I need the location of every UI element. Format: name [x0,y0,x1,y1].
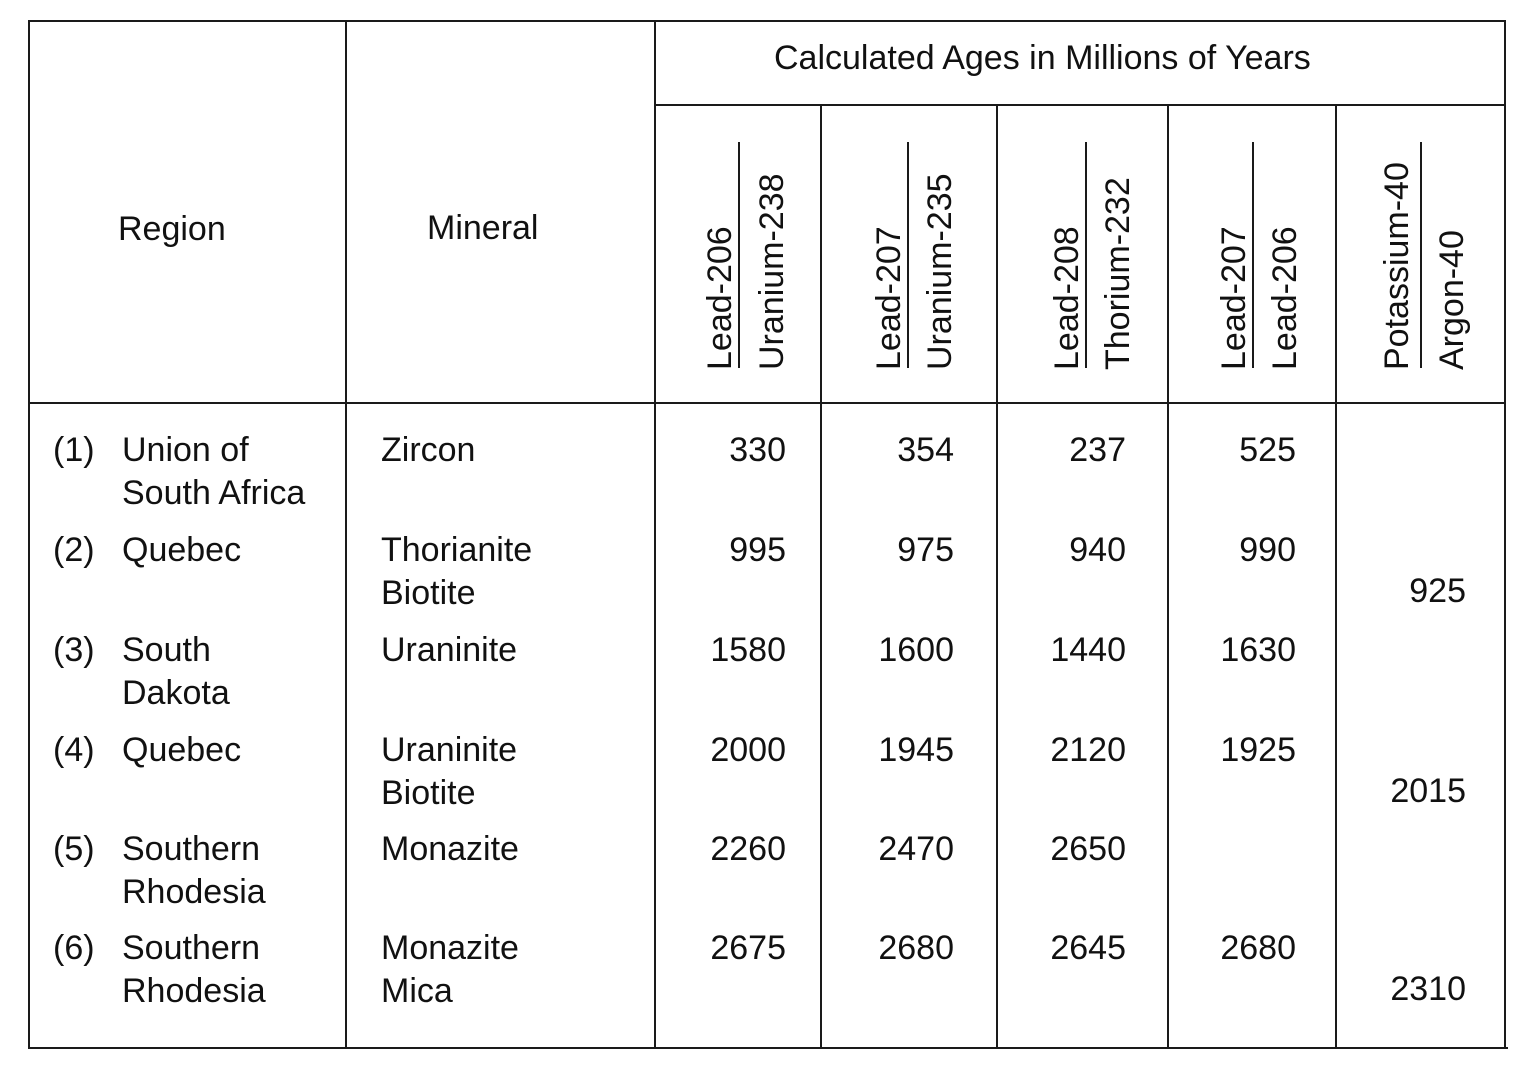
ratio-denominator: Argon-40 [1433,230,1471,370]
ratio-numerator: Lead-207 [870,226,908,370]
mineral-cell: Zircon [381,431,476,469]
ratio-numerator: Lead-207 [1215,226,1253,370]
mineral-header: Mineral [427,209,539,247]
row-index: (4) [53,731,95,769]
mineral-cell: Uraninite [381,631,518,669]
ratio-numerator: Potassium-40 [1378,162,1416,370]
fraction-bar [907,142,909,368]
k-ar-value: 2015 [1390,772,1466,810]
region-cell: Dakota [122,674,230,712]
k-ar-value: 925 [1409,572,1466,610]
fraction-bar [1252,142,1254,368]
ratio-numerator: Lead-206 [701,226,739,370]
row-index: (1) [53,431,95,469]
column-divider [1335,104,1337,1049]
age-value: 995 [729,531,786,569]
age-value: 975 [897,531,954,569]
age-value: 940 [1069,531,1126,569]
region-cell: Rhodesia [122,873,266,911]
group-header: Calculated Ages in Millions of Years [774,39,1311,77]
region-cell: Quebec [122,731,242,769]
fraction-bar [1085,142,1087,368]
region-header: Region [118,210,226,248]
table-border-right [1504,20,1506,1049]
age-value: 1580 [710,631,786,669]
age-value: 2645 [1050,929,1126,967]
column-divider [996,104,998,1049]
mineral-cell: Monazite [381,830,519,868]
region-cell: Quebec [122,531,242,569]
age-value: 237 [1069,431,1126,469]
age-value: 1630 [1220,631,1296,669]
age-value: 2470 [878,830,954,868]
ratio-numerator: Lead-208 [1048,226,1086,370]
age-value: 2675 [710,929,786,967]
age-value: 1925 [1220,731,1296,769]
fraction-bar [738,142,740,368]
table-border-bottom [28,1047,1508,1049]
region-cell: Southern [122,929,260,967]
column-divider [820,104,822,1049]
mineral-cell: Monazite [381,929,519,967]
table-border-left [28,20,30,1049]
age-value: 1945 [878,731,954,769]
region-cell: Union of [122,431,249,469]
age-value: 2260 [710,830,786,868]
column-divider [345,20,347,1049]
table-border-top [28,20,1506,22]
column-divider [1167,104,1169,1049]
age-value: 525 [1239,431,1296,469]
column-divider [654,20,656,1049]
age-value: 2120 [1050,731,1126,769]
region-cell: Southern [122,830,260,868]
age-value: 2680 [1220,929,1296,967]
age-value: 330 [729,431,786,469]
age-value: 2000 [710,731,786,769]
fraction-bar [1420,142,1422,368]
mineral-cell: Thorianite [381,531,533,569]
ratio-denominator: Uranium-238 [753,173,791,370]
ratio-denominator: Lead-206 [1266,226,1304,370]
age-value: 2650 [1050,830,1126,868]
row-index: (5) [53,830,95,868]
ratio-denominator: Thorium-232 [1099,177,1137,370]
row-index: (3) [53,631,95,669]
region-cell: Rhodesia [122,972,266,1010]
group-header-divider [654,104,1506,106]
region-cell: South [122,631,211,669]
mineral-cell: Biotite [381,774,476,812]
k-ar-value: 2310 [1390,970,1466,1008]
header-divider [28,402,1506,404]
mineral-cell: Biotite [381,574,476,612]
region-cell: South Africa [122,474,306,512]
mineral-cell: Mica [381,972,453,1010]
row-index: (6) [53,929,95,967]
age-value: 1440 [1050,631,1126,669]
age-value: 2680 [878,929,954,967]
row-index: (2) [53,531,95,569]
age-value: 990 [1239,531,1296,569]
age-value: 1600 [878,631,954,669]
ratio-denominator: Uranium-235 [921,173,959,370]
age-value: 354 [897,431,954,469]
mineral-cell: Uraninite [381,731,518,769]
